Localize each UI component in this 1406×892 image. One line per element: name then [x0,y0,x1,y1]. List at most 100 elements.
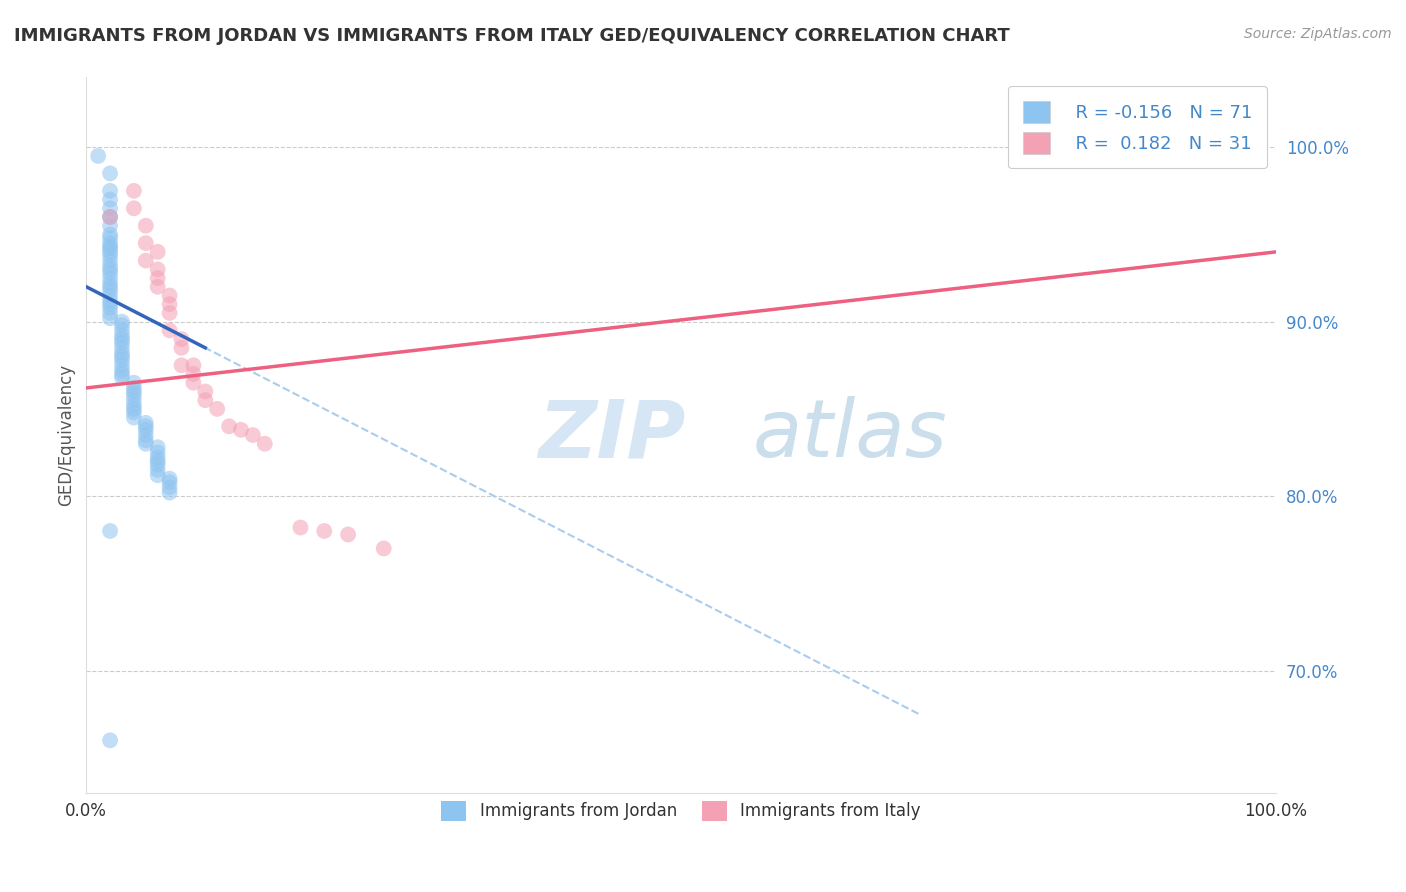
Point [98,166,121,180]
Point [98,210,121,224]
Point [98,201,121,215]
Point [98,240,121,254]
Point [218,419,240,434]
Point [135,236,157,251]
Point [98,279,121,293]
Point [98,193,121,207]
Point [122,388,145,402]
Point [98,241,121,255]
Point [111,370,134,384]
Point [98,277,121,291]
Point [98,271,121,285]
Point [111,332,134,346]
Point [314,524,336,538]
Point [159,323,181,337]
Point [98,297,121,311]
Text: atlas: atlas [752,396,948,474]
Point [98,210,121,224]
Point [122,401,145,416]
Point [98,311,121,326]
Point [135,423,157,437]
Point [98,288,121,302]
Point [98,524,121,538]
Point [111,318,134,333]
Point [122,376,145,390]
Point [111,353,134,368]
Point [98,266,121,280]
Point [183,358,205,372]
Point [373,541,395,556]
Point [98,244,121,259]
Point [159,480,181,494]
Point [98,253,121,268]
Point [146,440,169,454]
Point [135,428,157,442]
Point [242,428,264,442]
Point [135,436,157,450]
Point [290,520,312,534]
Point [122,393,145,408]
Point [146,450,169,465]
Point [170,332,193,346]
Point [229,423,252,437]
Point [159,475,181,490]
Point [98,248,121,262]
Point [135,434,157,448]
Text: ZIP: ZIP [538,396,686,474]
Point [146,458,169,472]
Point [122,398,145,412]
Point [146,468,169,483]
Point [135,416,157,430]
Point [194,393,217,408]
Point [111,358,134,372]
Point [122,405,145,419]
Point [111,367,134,381]
Point [135,219,157,233]
Point [98,227,121,242]
Point [146,463,169,477]
Point [253,436,276,450]
Point [98,259,121,273]
Text: IMMIGRANTS FROM JORDAN VS IMMIGRANTS FROM ITALY GED/EQUIVALENCY CORRELATION CHAR: IMMIGRANTS FROM JORDAN VS IMMIGRANTS FRO… [14,27,1010,45]
Point [205,401,228,416]
Y-axis label: GED/Equivalency: GED/Equivalency [58,364,75,506]
Point [98,219,121,233]
Point [122,410,145,425]
Point [146,445,169,459]
Point [98,184,121,198]
Point [122,384,145,399]
Point [146,271,169,285]
Point [111,335,134,350]
Point [111,363,134,377]
Point [135,253,157,268]
Point [98,301,121,315]
Point [98,306,121,320]
Point [159,485,181,500]
Text: Source: ZipAtlas.com: Source: ZipAtlas.com [1244,27,1392,41]
Point [146,454,169,468]
Point [194,384,217,399]
Point [183,376,205,390]
Point [159,472,181,486]
Point [98,293,121,308]
Point [183,367,205,381]
Point [98,283,121,297]
Point [98,210,121,224]
Point [111,323,134,337]
Point [111,346,134,360]
Point [111,328,134,343]
Point [98,231,121,245]
Point [146,262,169,277]
Point [159,306,181,320]
Point [146,279,169,293]
Point [87,149,110,163]
Point [170,341,193,355]
Point [337,527,360,541]
Point [111,315,134,329]
Point [146,244,169,259]
Legend: Immigrants from Jordan, Immigrants from Italy: Immigrants from Jordan, Immigrants from … [429,788,934,834]
Point [111,350,134,364]
Point [98,236,121,251]
Point [98,262,121,277]
Point [135,419,157,434]
